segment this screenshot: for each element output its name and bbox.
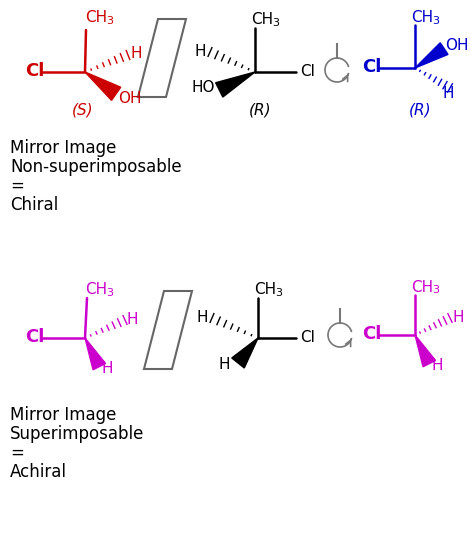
- Text: CH: CH: [254, 282, 276, 298]
- Polygon shape: [232, 338, 258, 368]
- Text: HO: HO: [191, 80, 215, 96]
- Polygon shape: [85, 72, 121, 100]
- Text: H: H: [452, 310, 463, 324]
- Polygon shape: [415, 43, 448, 68]
- Text: CH: CH: [411, 280, 433, 294]
- Text: 3: 3: [432, 285, 439, 295]
- Text: 3: 3: [106, 16, 113, 26]
- Text: CH: CH: [251, 13, 273, 27]
- Text: H: H: [218, 358, 230, 372]
- Text: H: H: [127, 312, 139, 327]
- Text: Cl: Cl: [25, 62, 44, 80]
- Text: Cl: Cl: [362, 325, 381, 343]
- Text: =: =: [10, 444, 24, 462]
- Text: Cl: Cl: [25, 328, 44, 346]
- Text: Cl: Cl: [300, 329, 315, 345]
- Text: (S): (S): [72, 103, 94, 117]
- Polygon shape: [216, 72, 255, 97]
- Text: H: H: [194, 44, 205, 58]
- Text: H: H: [431, 358, 443, 373]
- Text: Chiral: Chiral: [10, 196, 58, 214]
- Text: Achiral: Achiral: [10, 463, 67, 481]
- Text: 3: 3: [275, 288, 282, 298]
- Text: Superimposable: Superimposable: [10, 425, 144, 443]
- Text: (R): (R): [409, 103, 431, 117]
- Text: Cl: Cl: [300, 63, 315, 79]
- Text: (R): (R): [249, 103, 271, 117]
- Text: OH: OH: [118, 91, 141, 106]
- Text: Cl: Cl: [362, 58, 381, 76]
- Text: CH: CH: [85, 10, 107, 26]
- Text: CH: CH: [411, 10, 433, 26]
- Polygon shape: [85, 338, 106, 370]
- Text: OH: OH: [445, 38, 469, 53]
- Text: 3: 3: [106, 288, 113, 298]
- Text: Non-superimposable: Non-superimposable: [10, 158, 181, 176]
- Text: H: H: [102, 361, 113, 376]
- Text: H: H: [442, 86, 454, 102]
- Text: 3: 3: [272, 18, 279, 28]
- Polygon shape: [415, 335, 436, 367]
- Text: H: H: [196, 310, 207, 324]
- Text: =: =: [10, 177, 24, 195]
- Text: Mirror Image: Mirror Image: [10, 406, 117, 424]
- Text: Mirror Image: Mirror Image: [10, 139, 117, 157]
- Text: 3: 3: [432, 16, 439, 26]
- Text: CH: CH: [85, 282, 107, 298]
- Text: H: H: [130, 46, 141, 62]
